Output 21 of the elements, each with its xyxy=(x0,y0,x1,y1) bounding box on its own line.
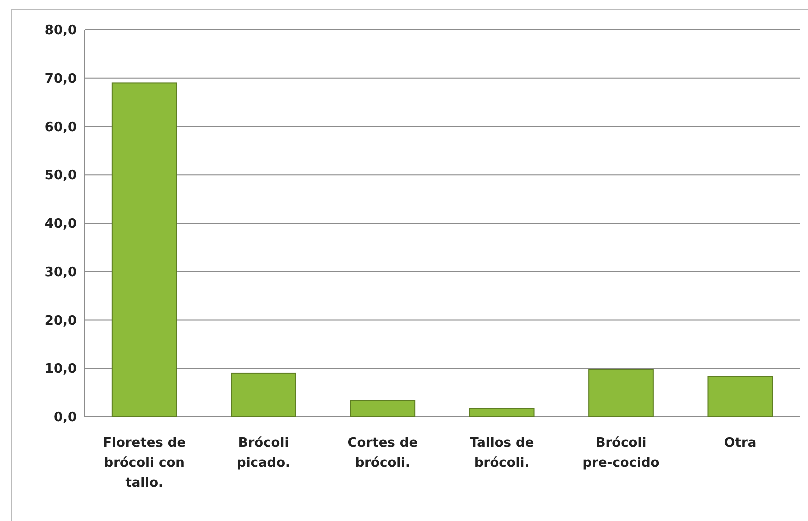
bar xyxy=(231,372,296,418)
y-tick-label: 0,0 xyxy=(54,410,77,426)
bar xyxy=(350,400,416,418)
x-tick-label: Brócoli picado. xyxy=(237,436,290,471)
bar xyxy=(469,408,535,418)
y-tick-label: 40,0 xyxy=(44,217,77,232)
x-tick-label: Brócoli pre-cocido xyxy=(582,436,660,471)
x-tick-label: Floretes de brócoli con tallo. xyxy=(103,436,186,491)
x-tick-label: Cortes de brócoli. xyxy=(348,436,418,471)
bar xyxy=(112,82,178,418)
y-tick-label: 20,0 xyxy=(44,314,77,329)
bar xyxy=(708,376,774,418)
y-tick-label: 80,0 xyxy=(44,24,77,39)
y-tick-label: 30,0 xyxy=(44,265,77,280)
x-tick-label: Tallos de brócoli. xyxy=(470,436,534,471)
x-tick-label: Otra xyxy=(724,436,757,451)
y-tick-label: 10,0 xyxy=(44,362,77,378)
bar xyxy=(588,369,654,418)
y-tick-label: 70,0 xyxy=(44,72,77,87)
y-tick-label: 60,0 xyxy=(44,120,77,136)
y-tick-label: 50,0 xyxy=(44,168,77,184)
